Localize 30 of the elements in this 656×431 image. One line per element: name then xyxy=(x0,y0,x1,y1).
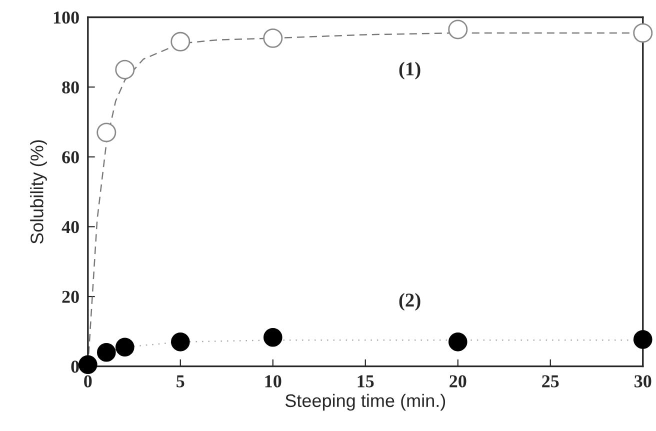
x-tick-label: 0 xyxy=(84,375,92,388)
point xyxy=(96,122,116,142)
x-tick-label: 30 xyxy=(634,375,652,388)
point xyxy=(263,328,282,347)
y-tick-label: 20 xyxy=(62,290,79,303)
point xyxy=(448,332,468,352)
y-tick-label: 40 xyxy=(62,220,79,234)
point xyxy=(170,32,190,52)
point xyxy=(115,60,135,80)
point xyxy=(170,332,190,352)
point xyxy=(448,20,468,40)
x-tick-label: 5 xyxy=(176,375,184,388)
text: (2) xyxy=(399,293,420,311)
x-tick-label: 25 xyxy=(542,375,559,388)
point xyxy=(263,28,283,48)
x-axis-title: Steeping time (min.) xyxy=(285,394,446,411)
point xyxy=(633,330,652,349)
point xyxy=(633,23,653,43)
x-tick-label: 20 xyxy=(450,375,466,388)
x-tick-label: 10 xyxy=(265,375,282,388)
point xyxy=(97,342,116,362)
point xyxy=(78,355,98,374)
x-tick-label: 15 xyxy=(358,375,374,388)
y-tick-label: 0 xyxy=(71,360,79,373)
y-tick-label: 80 xyxy=(62,81,79,94)
y-axis-title: Solubility (%) xyxy=(30,140,47,244)
y-tick-label: 100 xyxy=(54,11,79,24)
y-tick-label: 60 xyxy=(62,151,79,164)
point xyxy=(116,338,134,357)
text: (1) xyxy=(399,62,420,80)
